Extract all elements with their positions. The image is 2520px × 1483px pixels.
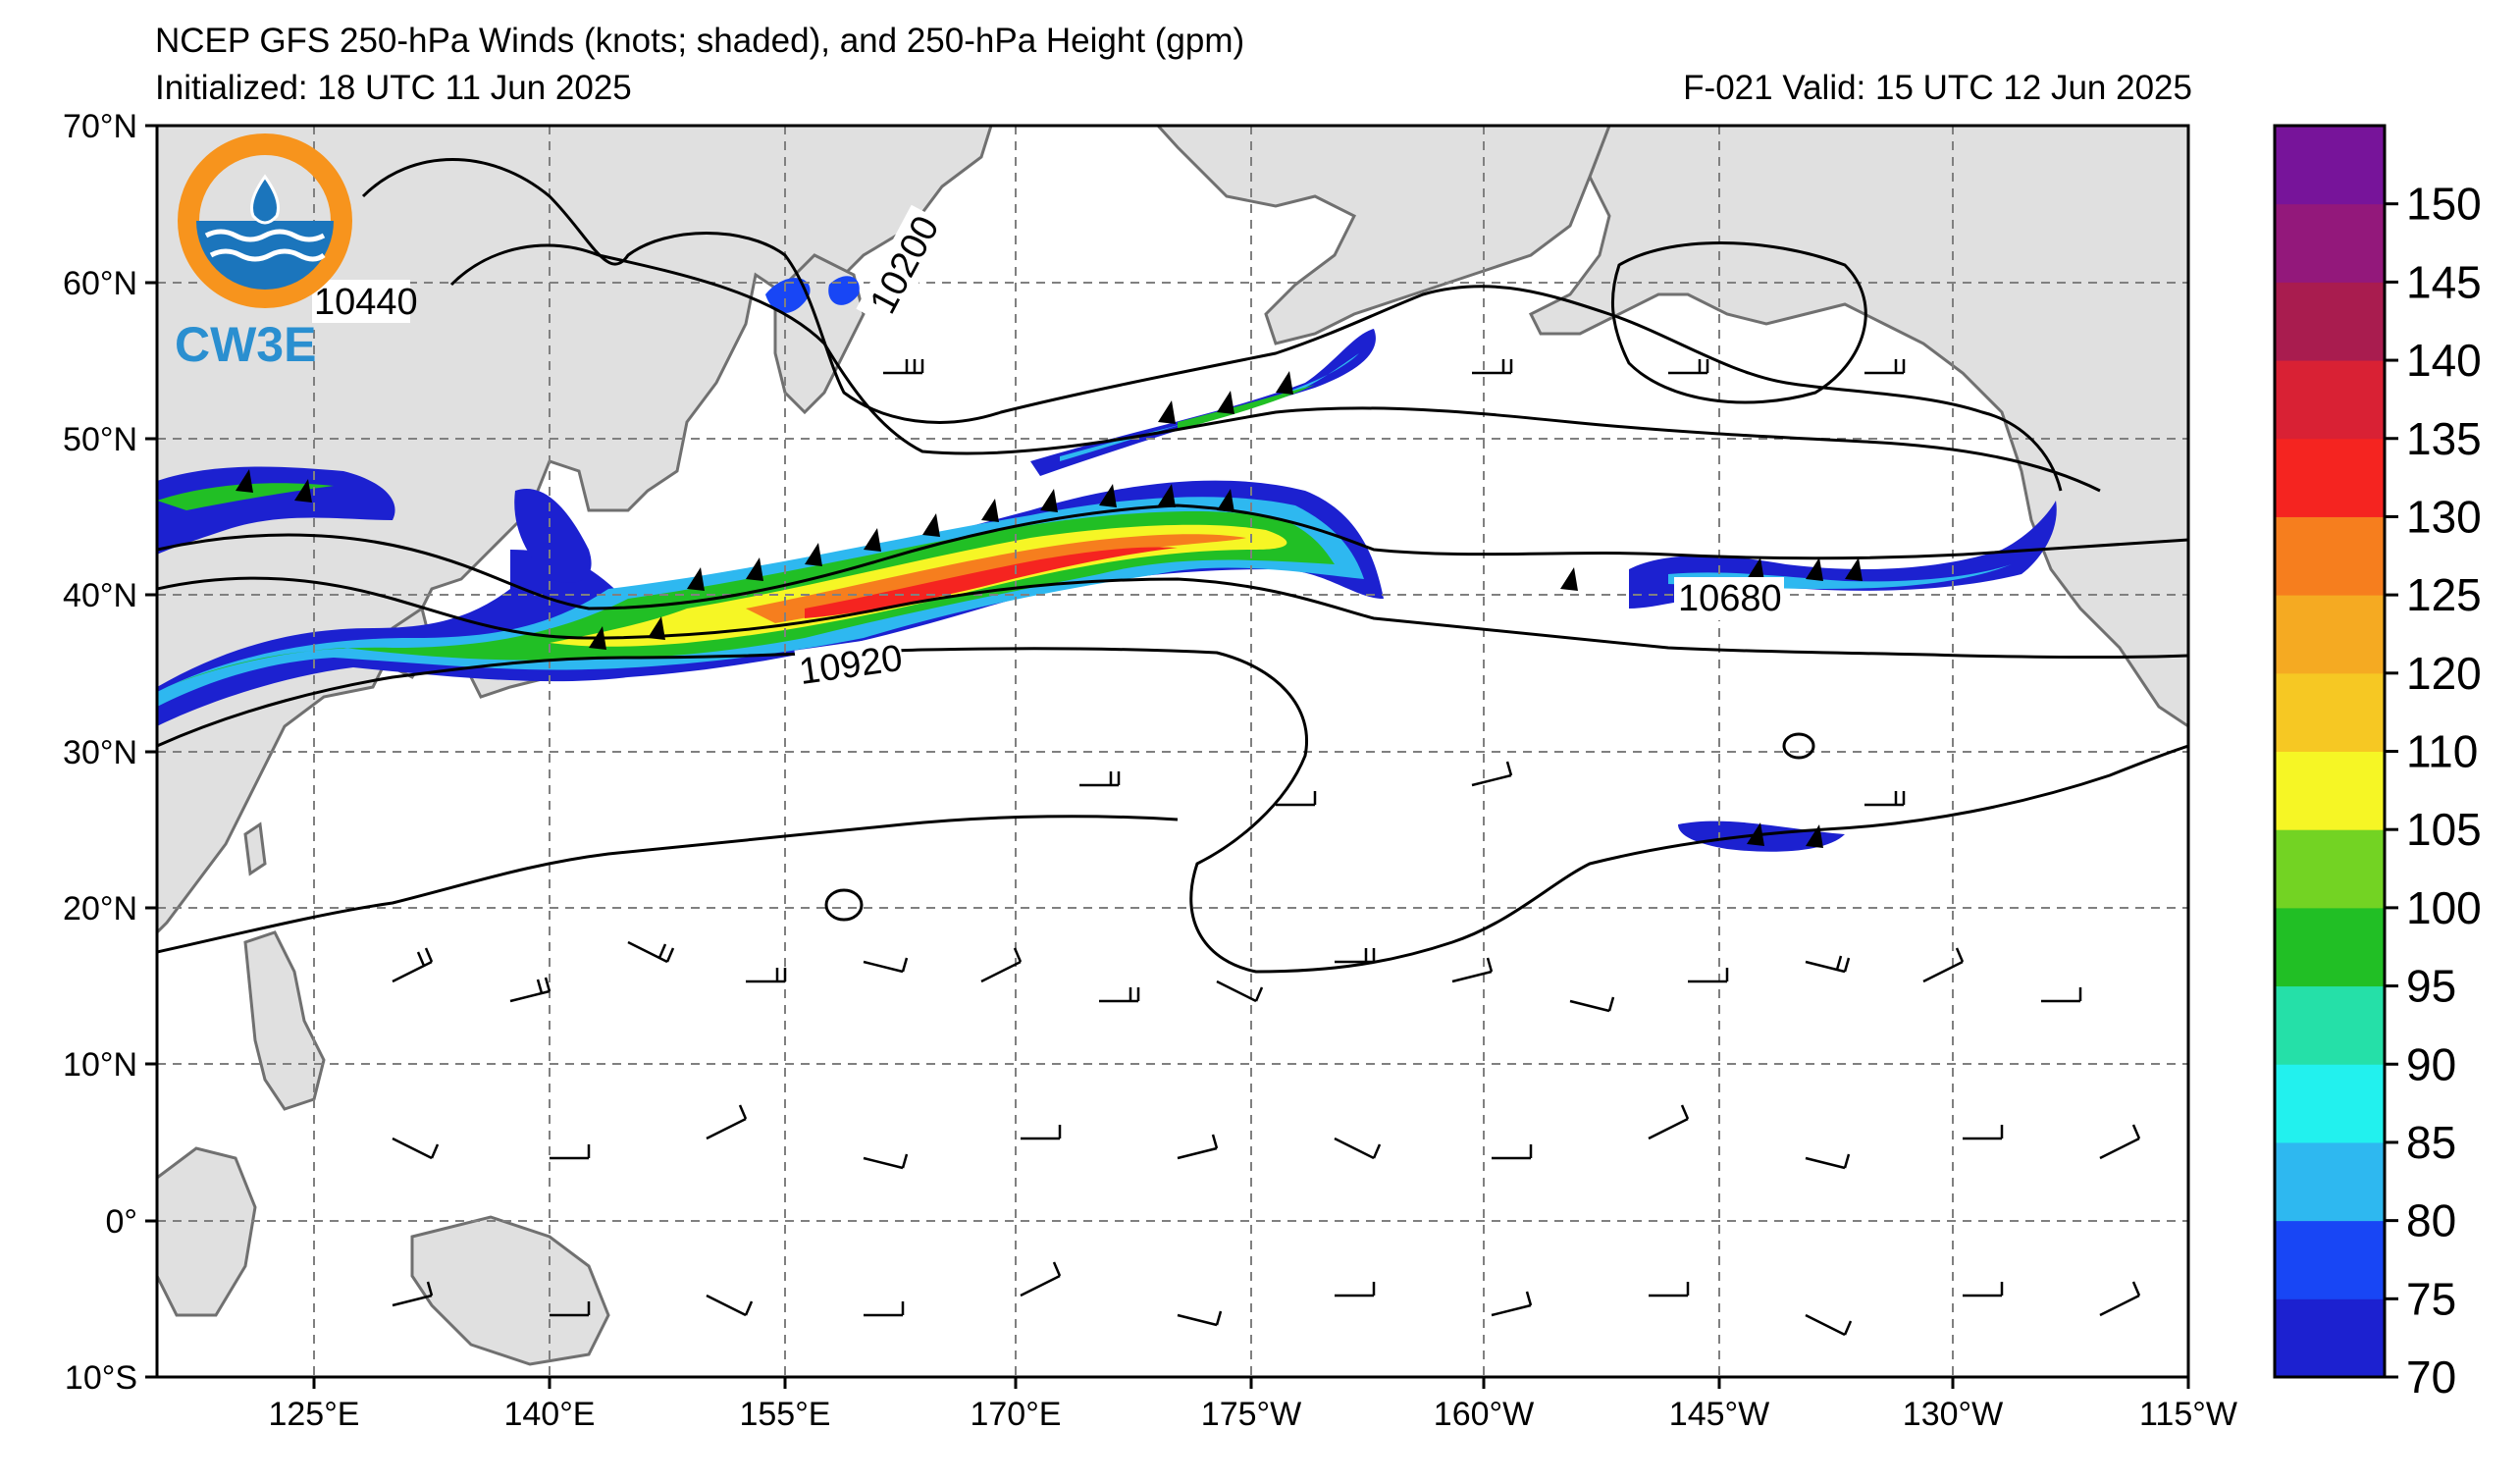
colorbar-label: 105 <box>2406 804 2482 855</box>
colorbar: 70 75 80 85 90 95 100 105 110 120 125 130 135 140 145 1… <box>2273 124 2482 1403</box>
lat-label: 10°N <box>63 1046 137 1084</box>
initialized-time: Initialized: 18 UTC 11 Jun 2025 <box>155 69 632 107</box>
logo-text: CW3E <box>175 317 316 372</box>
colorbar-label: 110 <box>2406 726 2478 777</box>
lon-label: 115°W <box>2139 1396 2237 1433</box>
lon-label: 130°W <box>1903 1396 2003 1433</box>
colorbar-label: 120 <box>2406 648 2482 699</box>
lat-label: 70°N <box>63 108 137 145</box>
colorbar-bin <box>2275 360 2385 440</box>
lon-label: 145°W <box>1669 1396 1769 1433</box>
lon-label: 125°E <box>268 1396 359 1433</box>
lon-label: 140°E <box>503 1396 595 1433</box>
colorbar-label: 130 <box>2406 491 2482 542</box>
colorbar-label: 95 <box>2406 961 2456 1012</box>
colorbar-bin <box>2275 282 2385 361</box>
lon-label: 155°E <box>739 1396 830 1433</box>
lat-label: 60°N <box>63 265 137 302</box>
colorbar-label: 125 <box>2406 569 2482 620</box>
colorbar-label: 75 <box>2406 1273 2456 1324</box>
lat-label: 30°N <box>63 734 137 771</box>
cw3e-logo: CW3E <box>175 133 352 372</box>
colorbar-bin <box>2275 203 2385 283</box>
lon-labels: 125°E 140°E 155°E 170°E 175°W 160°W 145°… <box>268 1396 2236 1433</box>
colorbar-label: 90 <box>2406 1038 2456 1089</box>
lon-label: 160°W <box>1434 1396 1534 1433</box>
wind-barb-flags <box>236 371 1863 848</box>
colorbar-bin <box>2275 985 2385 1065</box>
height-contours <box>157 158 2188 974</box>
lat-axis <box>145 124 157 1379</box>
colorbar-bin <box>2275 829 2385 909</box>
colorbar-bin <box>2275 438 2385 517</box>
lat-label: 20°N <box>63 890 137 927</box>
lat-labels: 70°N 60°N 50°N 40°N 30°N 20°N 10°N 0° 10… <box>63 108 137 1397</box>
colorbar-label: 80 <box>2406 1195 2456 1246</box>
colorbar-label: 135 <box>2406 413 2482 464</box>
colorbar-bin <box>2275 1141 2385 1222</box>
colorbar-bin <box>2275 126 2385 205</box>
lon-label: 170°E <box>970 1396 1061 1433</box>
colorbar-bin <box>2275 907 2385 987</box>
colorbar-bin <box>2275 595 2385 674</box>
map-area: 10440 10200 10920 10680 CW3E <box>157 126 2188 1377</box>
colorbar-label: 150 <box>2406 179 2482 230</box>
colorbar-label: 85 <box>2406 1117 2456 1168</box>
valid-time: F-021 Valid: 15 UTC 12 Jun 2025 <box>1683 69 2192 107</box>
colorbar-bin <box>2275 516 2385 596</box>
lat-label: 40°N <box>63 577 137 614</box>
chart-title: NCEP GFS 250-hPa Winds (knots; shaded), … <box>155 22 1245 60</box>
colorbar-label: 100 <box>2406 882 2482 933</box>
colorbar-label: 145 <box>2406 256 2482 307</box>
colorbar-bin <box>2275 672 2385 752</box>
lat-label: 50°N <box>63 421 137 458</box>
lat-label: 10°S <box>65 1359 137 1397</box>
wind-barbs <box>392 359 2141 1337</box>
graticule <box>157 126 2188 1377</box>
colorbar-bin <box>2275 1298 2385 1378</box>
colorbar-bin <box>2275 751 2385 830</box>
contour-label-10680: 10680 <box>1678 578 1782 619</box>
colorbar-label: 140 <box>2406 335 2482 386</box>
colorbar-bin <box>2275 1064 2385 1143</box>
lon-label: 175°W <box>1201 1396 1301 1433</box>
contour-label-10440: 10440 <box>314 282 418 323</box>
lon-axis <box>312 1377 2190 1389</box>
lat-label: 0° <box>105 1203 137 1241</box>
colorbar-label: 70 <box>2406 1351 2456 1403</box>
colorbar-bin <box>2275 1220 2385 1299</box>
